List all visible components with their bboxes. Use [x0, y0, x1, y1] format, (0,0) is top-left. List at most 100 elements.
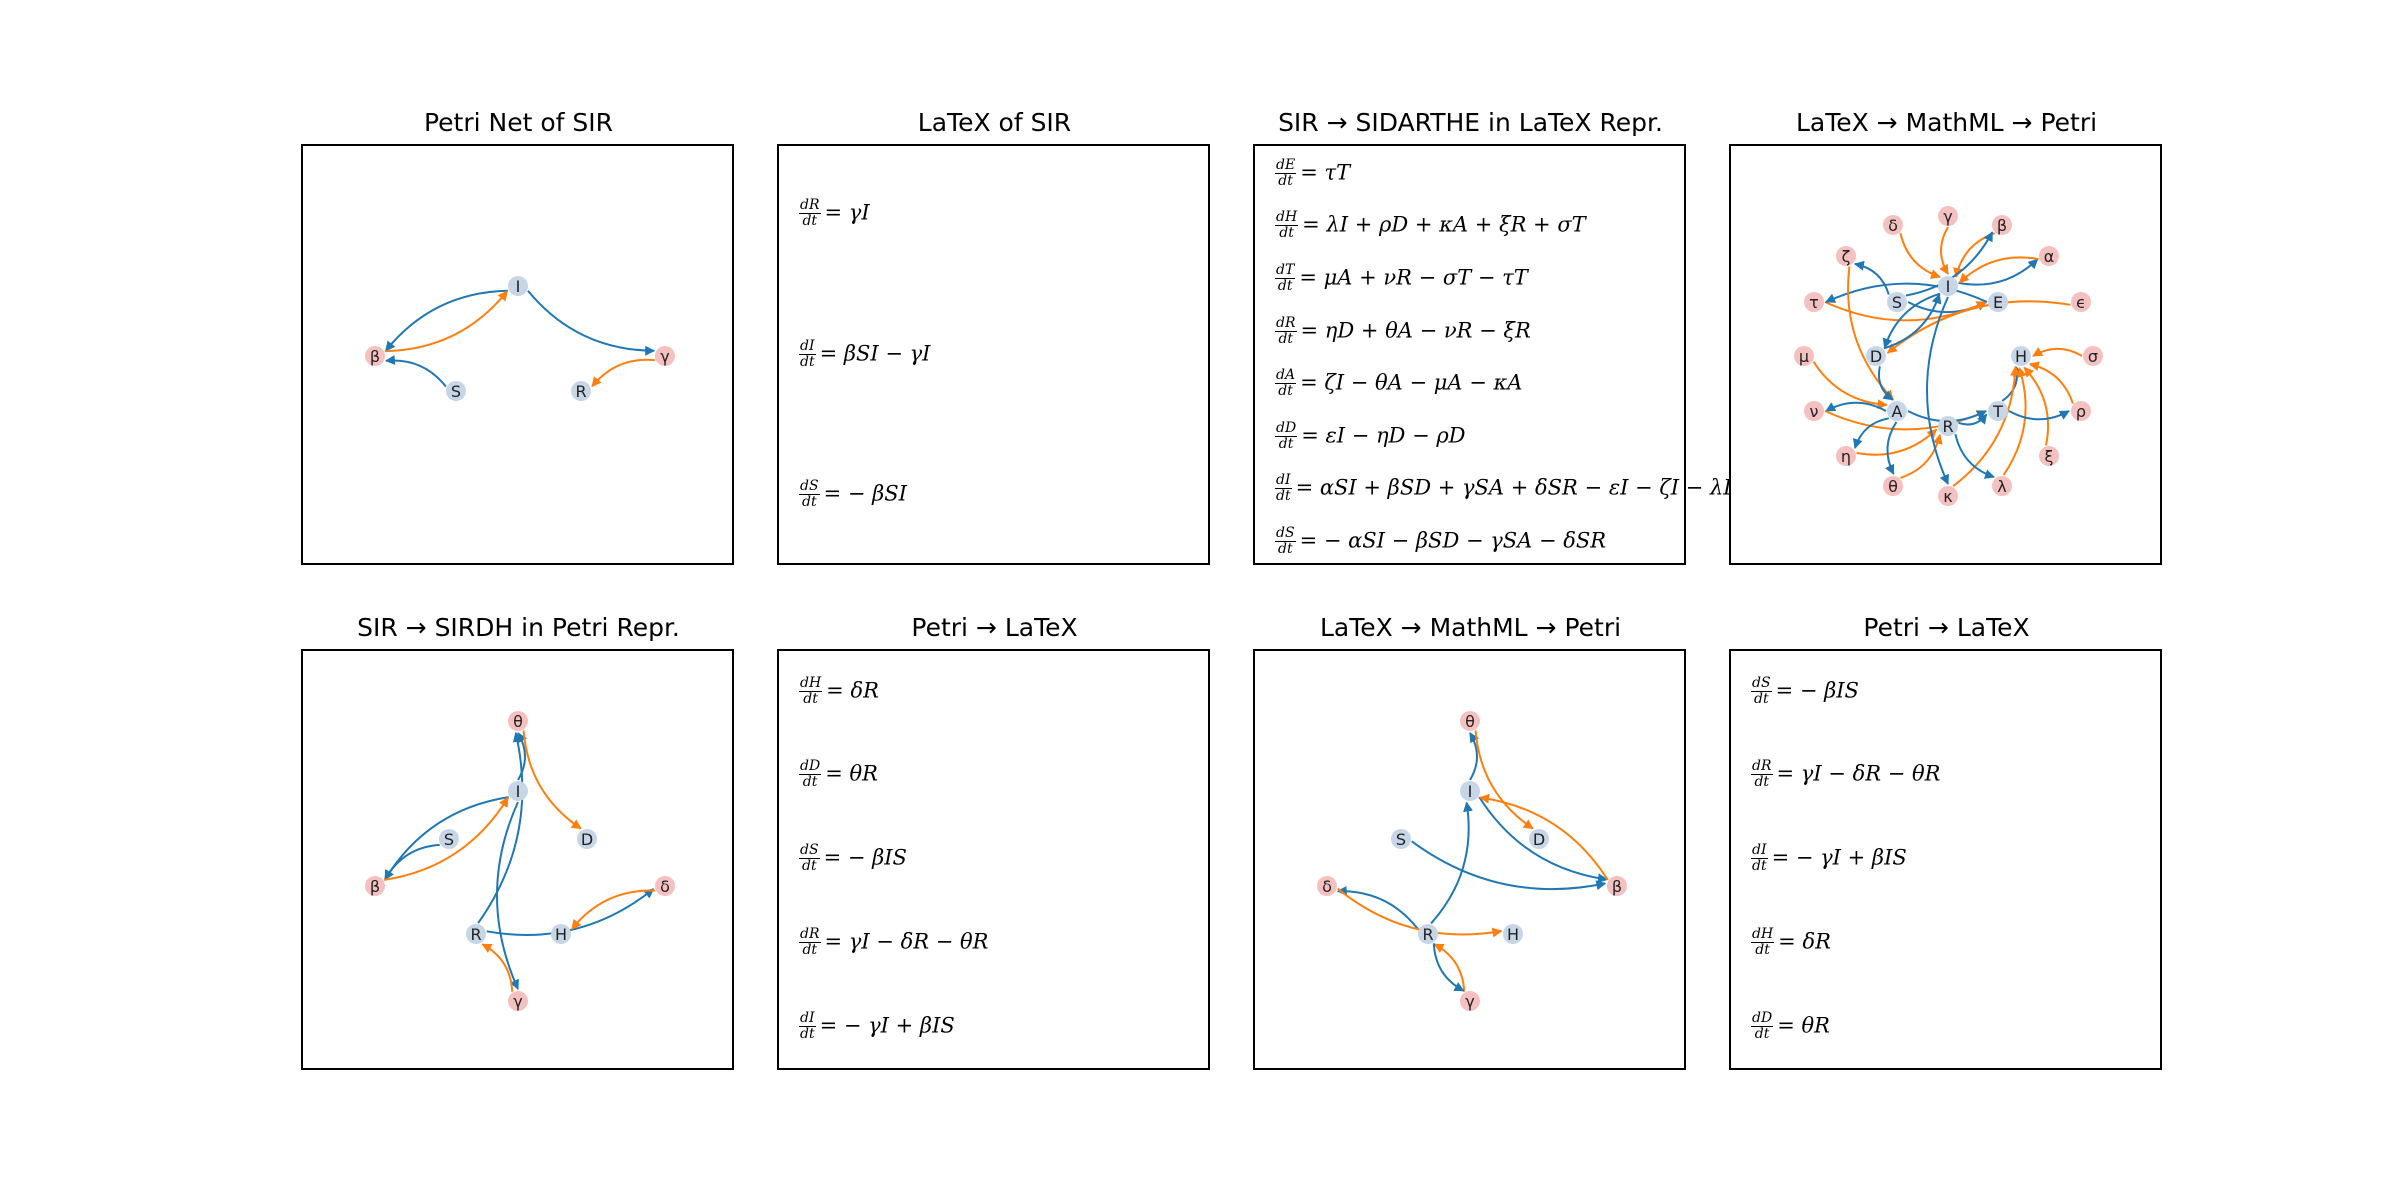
equation-rhs: = δR [826, 678, 879, 703]
node-R: R [1938, 416, 1958, 436]
node-theta: θ [1883, 476, 1903, 496]
equation-rhs: = θR [1777, 1013, 1830, 1038]
node-circle [2011, 346, 2031, 366]
node-circle [2039, 446, 2059, 466]
node-label: H [2015, 347, 2027, 366]
node-label: S [444, 830, 454, 849]
edge-eps-to-D [1886, 300, 2071, 354]
equation: dA dt = ζI − θA − μA − κA [1275, 368, 1522, 398]
fraction-numerator: dS [799, 478, 820, 495]
edge-A-to-nu [1825, 401, 1887, 412]
equation-rhs: = αSI + βSD + γSA + δSR − εI − ζI − λI [1295, 475, 1732, 500]
fraction-denominator: dt [802, 773, 818, 790]
node-label: β [1612, 877, 1622, 896]
node-circle [1866, 346, 1886, 366]
derivative-fraction: dS dt [1751, 676, 1772, 706]
node-label: S [451, 382, 461, 401]
node-circle [365, 346, 385, 366]
petri-net-graph: θ I S Dβ δ R Hγ [365, 711, 675, 1011]
edge-beta-to-I [384, 290, 508, 353]
fraction-denominator: dt [800, 1025, 815, 1042]
node-D: D [1866, 346, 1886, 366]
derivative-fraction: dR dt [1275, 316, 1297, 346]
node-delta: δ [655, 876, 675, 896]
edge-mu-to-A [1812, 361, 1888, 410]
derivative-fraction: dT dt [1275, 263, 1296, 293]
edge-S-to-beta [1905, 231, 1994, 297]
edge-I-to-kappa [1926, 296, 1949, 485]
panel-title: Petri → LaTeX [911, 613, 1078, 642]
derivative-fraction: dR dt [799, 927, 821, 957]
node-circle [2071, 401, 2091, 421]
node-circle [508, 276, 528, 296]
equation: dR dt = γI − δR − θR [1751, 759, 1940, 789]
equation: dD dt = θR [799, 759, 878, 789]
edge-delta-to-H [571, 889, 656, 930]
node-beta: β [365, 876, 385, 896]
fraction-denominator: dt [1279, 224, 1294, 241]
node-label: δ [1322, 877, 1332, 896]
edge-R-to-I [1430, 801, 1473, 925]
node-circle [1938, 206, 1958, 226]
node-label: H [1507, 925, 1519, 944]
equation: dI dt = αSI + βSD + γSA + δSR − εI − ζI − … [1275, 473, 1732, 503]
fraction-denominator: dt [801, 493, 817, 510]
node-circle [1836, 246, 1856, 266]
fraction-numerator: dR [799, 197, 821, 214]
derivative-fraction: dI dt [1275, 473, 1292, 503]
fraction-numerator: dI [1751, 842, 1768, 859]
node-eta: η [1836, 446, 1856, 466]
petri-net-graph: θ I S Dδ β R Hγ [1317, 711, 1627, 1011]
fraction-numerator: dI [799, 338, 816, 355]
fraction-numerator: dI [1275, 472, 1292, 489]
node-theta: θ [508, 711, 528, 731]
fraction-denominator: dt [1754, 1025, 1770, 1042]
node-I: I [1938, 276, 1958, 296]
equations-panel: dR dt = γI dI dt = βSI − γI dS dt = − βSI [777, 144, 1210, 565]
node-circle [1460, 991, 1480, 1011]
node-circle [1938, 416, 1958, 436]
edge-delta-to-I [1899, 232, 1941, 279]
fraction-denominator: dt [802, 941, 818, 958]
node-circle [1938, 276, 1958, 296]
fraction-denominator: dt [1278, 382, 1293, 399]
derivative-fraction: dH dt [799, 676, 823, 706]
derivative-fraction: dS dt [799, 479, 820, 509]
equation: dS dt = − βIS [799, 843, 907, 873]
fraction-numerator: dD [1275, 420, 1298, 437]
node-H: H [1503, 924, 1523, 944]
edge-D-to-I [1883, 293, 1942, 350]
equation-rhs: = − βSI [823, 481, 907, 506]
node-circle [439, 829, 459, 849]
node-label: β [1997, 216, 2007, 235]
edge-xi-to-H [2023, 366, 2050, 446]
node-D: D [577, 829, 597, 849]
node-S: S [439, 829, 459, 849]
node-circle [655, 346, 675, 366]
edge-R-to-delta [1336, 885, 1419, 930]
node-circle [1836, 446, 1856, 466]
fraction-denominator: dt [802, 212, 818, 229]
node-label: μ [1799, 347, 1809, 366]
node-circle [1887, 401, 1907, 421]
fraction-numerator: dR [1751, 758, 1773, 775]
node-circle [1391, 829, 1411, 849]
panel-title: SIR → SIRDH in Petri Repr. [357, 613, 680, 642]
node-gamma: γ [655, 346, 675, 366]
edge-S-to-beta [384, 843, 440, 881]
derivative-fraction: dI dt [799, 1011, 816, 1041]
edge-I-to-gamma [496, 801, 519, 990]
edge-theta-to-R [1900, 433, 1943, 479]
node-alpha: α [2039, 246, 2059, 266]
node-circle [1460, 781, 1480, 801]
equation-rhs: = μA + νR − σT − τT [1299, 265, 1528, 290]
node-label: δ [660, 877, 670, 896]
node-kappa: κ [1938, 486, 1958, 506]
node-label: θ [1888, 477, 1898, 496]
node-label: I [1468, 782, 1473, 801]
node-I: I [508, 781, 528, 801]
fraction-denominator: dt [1277, 540, 1293, 557]
node-label: γ [1943, 207, 1952, 226]
